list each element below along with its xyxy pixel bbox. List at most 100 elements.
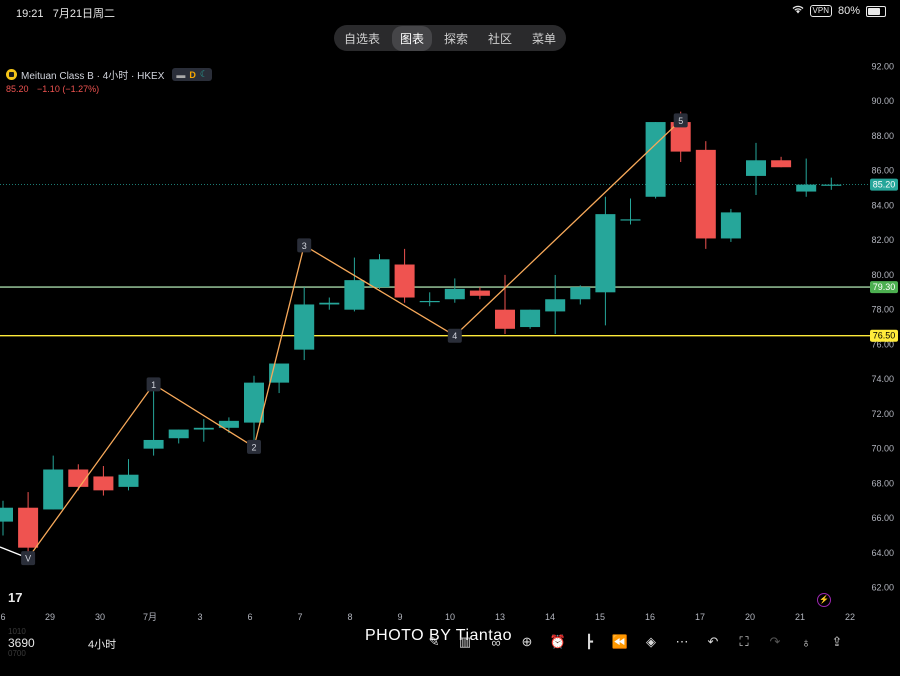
x-tick-label: 3 — [197, 612, 202, 622]
candle-body — [143, 439, 164, 449]
status-time-date: 19:21 7月21日周二 — [16, 5, 115, 21]
wave-overlay: V 1 2 3 4 5 — [0, 113, 688, 566]
y-tick-label: 90.00 — [871, 96, 894, 106]
tab-chart[interactable]: 图表 — [391, 25, 432, 51]
price-change: −1.10 (−1.27%) — [37, 84, 100, 94]
x-tick-label: 7 — [297, 612, 302, 622]
symbol-title[interactable]: Meituan Class B · 4小时 · HKEX — [21, 71, 165, 82]
candles — [0, 111, 842, 566]
x-tick-label: 6 — [247, 612, 252, 622]
candle-body — [520, 309, 541, 328]
wave-marker-label: 2 — [251, 442, 256, 452]
candle-body — [670, 122, 691, 152]
battery-percent: 80% — [837, 5, 860, 17]
binoculars-icon[interactable]: ∞ — [491, 634, 501, 650]
status-indicators: VPN 80% — [792, 5, 886, 17]
x-tick-label: 17 — [695, 612, 705, 622]
legend-quote: 85.20 −1.10 (−1.27%) — [6, 84, 105, 94]
candle-body — [18, 507, 39, 548]
candle-body — [93, 476, 114, 491]
candle-body — [168, 429, 189, 439]
photo-watermark: PHOTO BY Tiantao — [365, 627, 513, 644]
candle-body — [419, 300, 440, 303]
tab-community[interactable]: 社区 — [487, 31, 512, 46]
y-tick-label: 88.00 — [871, 131, 894, 141]
x-tick-label: 16 — [645, 612, 655, 622]
bottom-symbol[interactable]: 3690 — [8, 636, 35, 650]
candle-body — [444, 288, 465, 300]
more-icon[interactable]: ⋯ — [675, 634, 689, 649]
candle-body — [545, 299, 566, 312]
alarm-icon[interactable]: ⏰ — [549, 634, 567, 649]
y-tick-label: 66.00 — [871, 513, 894, 523]
redo-icon[interactable]: ↷ — [769, 634, 781, 649]
candles-icon[interactable]: ┣ — [585, 634, 593, 649]
add-icon[interactable]: ⊕ — [521, 634, 533, 649]
x-tick-label: 20 — [745, 612, 755, 622]
candle-body — [469, 290, 490, 296]
candle-body — [43, 469, 64, 510]
x-tick-label: 14 — [545, 612, 555, 622]
x-tick-label: 29 — [45, 612, 55, 622]
candle-body — [0, 507, 13, 522]
volume-faint-2: 0700 — [8, 649, 26, 658]
x-tick-label: 13 — [495, 612, 505, 622]
candle-body — [821, 184, 842, 186]
data-mode-badge: D — [189, 69, 196, 80]
y-tick-label: 92.00 — [871, 61, 894, 71]
fullscreen-icon[interactable]: ⛶ — [739, 634, 749, 649]
x-tick-label: 6 — [0, 612, 5, 622]
tab-watchlist[interactable]: 自选表 — [343, 31, 380, 46]
wave-marker-box — [21, 551, 36, 566]
price-chart[interactable]: V 1 2 3 4 5 62.00 64.00 66.00 68.00 70.00 72.00 74.… — [0, 55, 900, 625]
axis-price-badge-label: 79.30 — [873, 282, 896, 292]
candle-body — [720, 212, 741, 239]
x-tick-label: 21 — [795, 612, 805, 622]
candle-body — [495, 309, 515, 329]
axis-price-badge-label: 76.50 — [873, 331, 896, 341]
y-tick-label: 84.00 — [871, 200, 894, 210]
candle-body — [294, 304, 315, 350]
rewind-icon[interactable]: ⏪ — [611, 634, 629, 649]
candle-body — [369, 259, 390, 288]
bottom-toolbar: ✎ ▥ ∞ ⊕ ⏰ ┣ ⏪ ◈ ⋯ ↶ ⛶ ↷ ♁ ⇪ — [424, 632, 847, 652]
layers-icon[interactable]: ◈ — [646, 634, 656, 649]
status-time: 19:21 — [16, 8, 44, 20]
draw-icon[interactable]: ✎ — [428, 634, 440, 649]
last-price-badge-label: 85.20 — [873, 180, 896, 190]
lightning-icon[interactable]: ⚡ — [817, 593, 831, 607]
bulb-icon[interactable]: ♁ — [801, 634, 811, 650]
last-price-badge — [870, 178, 898, 191]
candle-body — [746, 160, 766, 176]
x-tick-label: 7月 — [143, 612, 157, 622]
tab-explore[interactable]: 探索 — [443, 31, 468, 46]
candle-body — [118, 474, 139, 487]
candle-body — [771, 160, 792, 168]
y-tick-label: 76.00 — [871, 339, 894, 349]
status-bar: 19:21 7月21日周二 VPN 80% — [0, 0, 900, 22]
undo-icon[interactable]: ↶ — [707, 634, 719, 649]
tradingview-logo-icon: 17 — [8, 590, 23, 605]
candle-body — [620, 219, 641, 221]
share-icon[interactable]: ⇪ — [831, 634, 843, 649]
axis-price-badge — [870, 281, 898, 294]
candle-body — [344, 280, 365, 310]
candle-body — [394, 264, 415, 298]
wave-marker-label: 3 — [302, 241, 307, 251]
candle-body — [796, 184, 817, 192]
candle-body — [595, 214, 616, 293]
bar-chart-icon[interactable]: ▥ — [458, 634, 472, 649]
y-tick-label: 70.00 — [871, 444, 894, 454]
legend-badge[interactable]: ▬ D ☾ — [172, 68, 212, 81]
candle-body — [570, 287, 591, 300]
wifi-icon — [792, 5, 804, 17]
wave-marker-box — [297, 238, 312, 253]
top-nav: 自选表 图表 探索 社区 菜单 — [334, 25, 566, 51]
x-tick-label: 8 — [347, 612, 352, 622]
y-tick-label: 82.00 — [871, 235, 894, 245]
bottom-timeframe[interactable]: 4小时 — [88, 639, 117, 651]
tab-menu[interactable]: 菜单 — [531, 31, 556, 46]
x-tick-label: 9 — [397, 612, 402, 622]
wave-marker-box — [247, 439, 261, 454]
wave-marker-box — [146, 377, 161, 392]
